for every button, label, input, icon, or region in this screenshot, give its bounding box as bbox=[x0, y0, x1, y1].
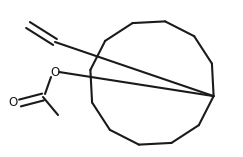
Text: O: O bbox=[50, 65, 60, 78]
Text: O: O bbox=[8, 97, 18, 109]
